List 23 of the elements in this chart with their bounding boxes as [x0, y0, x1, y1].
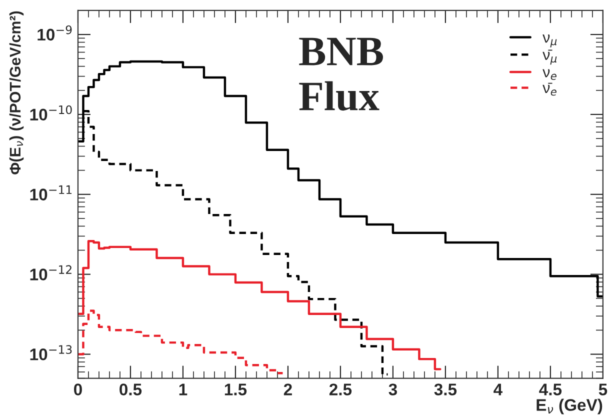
- x-tick-label: 1: [179, 384, 188, 396]
- y-tick-label: 10$^{−9}$: [38, 25, 72, 41]
- legend-label: ν$_{μ}$: [542, 34, 557, 48]
- x-tick-label: 3.5: [434, 384, 457, 396]
- x-tick-label: 0: [74, 384, 82, 396]
- y-tick-label: 10$^{−13}$: [30, 345, 72, 360]
- legend-label: ν̄$_{e}$: [542, 82, 556, 96]
- legend-label: ν̄$_{μ}$: [542, 50, 557, 65]
- annotation: BNB Flux: [299, 38, 383, 111]
- y-axis-title: Φ(E$_{ν}$) (ν/POT/GeV/cm²): [9, 11, 24, 174]
- x-axis-title: E$_{ν}$ (GeV): [536, 398, 602, 414]
- y-tick-label: 10$^{−10}$: [30, 105, 72, 121]
- y-tick-label: 10$^{−11}$: [30, 185, 72, 200]
- y-tick-label: 10$^{−12}$: [30, 265, 72, 280]
- x-tick-label: 2.5: [329, 384, 352, 396]
- x-tick-label: 4: [494, 384, 502, 396]
- x-tick-label: 0.5: [120, 384, 142, 396]
- x-tick-label: 2: [284, 384, 292, 396]
- x-tick-label: 1.5: [224, 384, 247, 396]
- legend-label: ν$_{e}$: [542, 69, 556, 80]
- x-tick-label: 5: [598, 384, 608, 396]
- x-tick-label: 4.5: [539, 384, 562, 396]
- x-tick-label: 3: [388, 384, 397, 396]
